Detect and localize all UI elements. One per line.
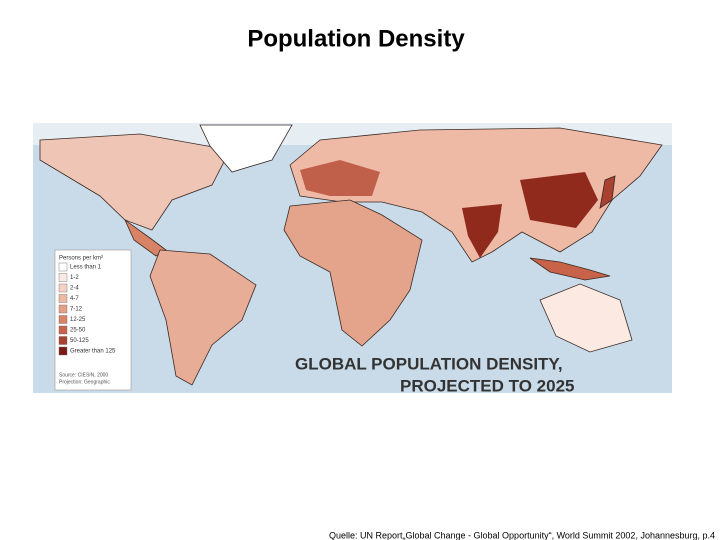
legend-label: 12-25 <box>70 317 86 323</box>
legend-swatch <box>58 315 68 324</box>
footer-source: Quelle: UN Report„Global Change - Global… <box>329 530 715 540</box>
slide-title: Population Density <box>247 25 465 52</box>
legend-swatch <box>58 325 68 335</box>
legend-label: 2-4 <box>70 286 79 292</box>
europe-dense <box>300 160 380 196</box>
legend-label: 7-12 <box>70 307 83 313</box>
map: Persons per km² Less than 1 1-2 2-4 4-7 7-12… <box>33 123 672 395</box>
eurasia <box>289 127 663 263</box>
legend-box <box>54 249 132 391</box>
india-dense <box>462 204 502 258</box>
legend-swatch <box>58 283 68 293</box>
legend-source-line: Source: CIESIN, 2000 <box>59 372 108 378</box>
legend-label: Less than 1 <box>70 265 102 271</box>
china-dense <box>520 172 598 228</box>
map-legend: Persons per km² Less than 1 1-2 2-4 4-7 7-12… <box>54 249 132 391</box>
legend-swatch <box>58 273 68 282</box>
greenland <box>199 124 293 173</box>
japan <box>599 175 616 209</box>
legend-label: 1-2 <box>70 275 79 281</box>
legend-label: 4-7 <box>70 296 79 302</box>
legend-swatch <box>58 346 68 356</box>
legend-source-line: Projection: Geographic <box>59 379 110 385</box>
map-title-line: PROJECTED TO 2025 <box>400 376 574 395</box>
south-america <box>149 249 257 386</box>
legend-swatch <box>58 304 68 314</box>
legend-items: Less than 1 1-2 2-4 4-7 7-12 12-25 25-50 50-125… <box>58 262 116 356</box>
legend-label: Greater than 125 <box>70 349 116 355</box>
australia <box>539 283 633 353</box>
north-america <box>39 133 231 231</box>
map-title-line: GLOBAL POPULATION DENSITY, <box>295 354 563 373</box>
africa <box>283 199 423 347</box>
indonesia <box>529 257 611 281</box>
legend-heading: Persons per km² <box>59 256 103 262</box>
legend-swatch <box>58 336 68 345</box>
legend-swatch <box>58 262 68 272</box>
legend-swatch <box>58 294 68 303</box>
legend-label: 25-50 <box>70 328 86 334</box>
legend-label: 50-125 <box>70 338 89 344</box>
